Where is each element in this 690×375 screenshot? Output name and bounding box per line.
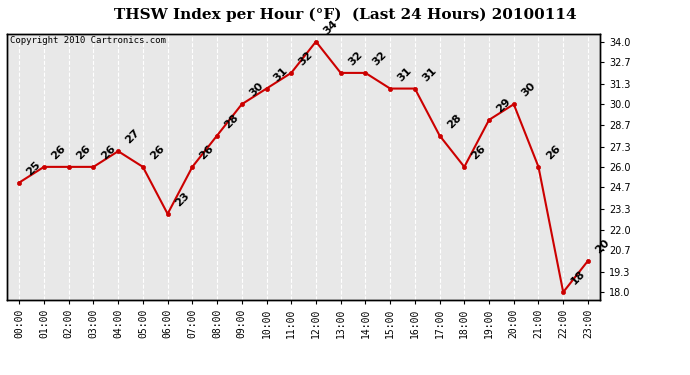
Text: 32: 32 bbox=[346, 50, 364, 68]
Text: 30: 30 bbox=[247, 81, 265, 99]
Text: 32: 32 bbox=[371, 50, 389, 68]
Text: 26: 26 bbox=[99, 143, 117, 161]
Text: 30: 30 bbox=[520, 81, 538, 99]
Text: 32: 32 bbox=[297, 50, 315, 68]
Text: 26: 26 bbox=[50, 143, 68, 161]
Text: 34: 34 bbox=[322, 18, 339, 36]
Text: 28: 28 bbox=[445, 112, 463, 130]
Text: 26: 26 bbox=[470, 143, 488, 161]
Text: 25: 25 bbox=[25, 159, 43, 177]
Text: 29: 29 bbox=[495, 96, 513, 114]
Text: 31: 31 bbox=[395, 65, 413, 83]
Text: 28: 28 bbox=[223, 112, 241, 130]
Text: Copyright 2010 Cartronics.com: Copyright 2010 Cartronics.com bbox=[10, 36, 166, 45]
Text: 18: 18 bbox=[569, 268, 586, 286]
Text: 26: 26 bbox=[544, 143, 562, 161]
Text: 26: 26 bbox=[148, 143, 166, 161]
Text: 26: 26 bbox=[75, 143, 92, 161]
Text: 31: 31 bbox=[420, 65, 438, 83]
Text: 23: 23 bbox=[173, 190, 191, 208]
Text: 31: 31 bbox=[272, 65, 290, 83]
Text: THSW Index per Hour (°F)  (Last 24 Hours) 20100114: THSW Index per Hour (°F) (Last 24 Hours)… bbox=[114, 8, 576, 22]
Text: 26: 26 bbox=[198, 143, 216, 161]
Text: 27: 27 bbox=[124, 128, 141, 146]
Text: 20: 20 bbox=[593, 237, 611, 255]
